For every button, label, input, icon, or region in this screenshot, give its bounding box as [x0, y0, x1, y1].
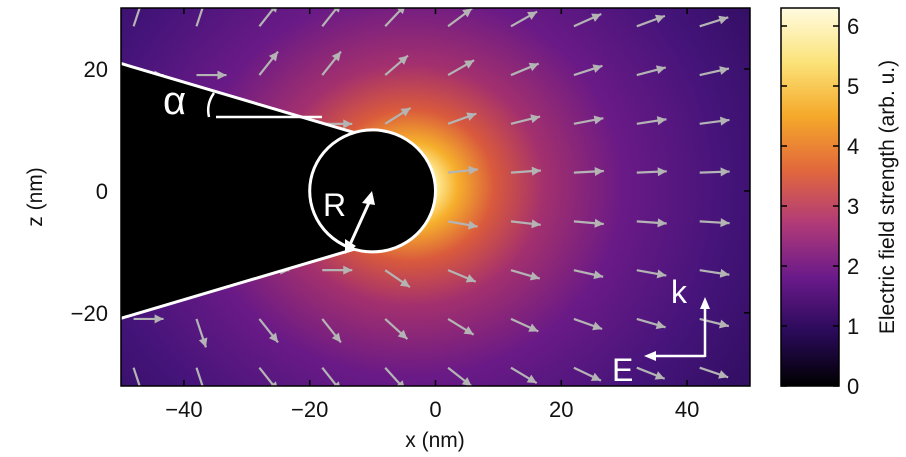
field-arrow [573, 13, 602, 28]
field-arrow [636, 269, 667, 279]
colorbar-label: Electric field strength (arb. u.) [876, 60, 899, 334]
field-arrow [258, 318, 279, 344]
field-arrow [573, 115, 604, 125]
field-arrow [636, 116, 667, 126]
field-arrow [384, 318, 409, 340]
colorbar-tick-label: 2 [847, 254, 859, 279]
field-arrow [573, 167, 604, 177]
field-arrow [321, 367, 340, 386]
field-arrow [447, 220, 478, 230]
field-arrow [573, 218, 604, 228]
k-e-vectors [644, 297, 710, 361]
field-arrow [447, 317, 475, 336]
field-arrow [258, 8, 277, 27]
tip-body [121, 63, 436, 319]
field-arrow [133, 314, 164, 324]
field-arrow [447, 165, 479, 175]
x-axis-label: x (nm) [405, 429, 465, 452]
field-arrow [510, 10, 538, 28]
k-vector-label: k [671, 274, 688, 310]
annotations: α R k E [163, 79, 710, 388]
field-arrow [447, 8, 473, 28]
field-arrow [196, 70, 227, 80]
y-tick-label: 0 [96, 179, 108, 204]
field-arrow [384, 366, 405, 386]
x-tick-label: −40 [165, 397, 202, 422]
field-arrow [699, 218, 730, 228]
field-arrow [636, 366, 666, 380]
field-arrow [384, 54, 409, 76]
tip-outline [121, 61, 438, 320]
field-arrow [636, 65, 667, 77]
colorbar-tick-label: 0 [847, 374, 859, 399]
field-arrow [699, 167, 730, 177]
field-arrow [573, 317, 603, 331]
field-arrow [573, 366, 602, 382]
field-arrow [636, 317, 666, 330]
y-axis-label: z (nm) [24, 167, 47, 227]
field-arrow [384, 269, 411, 289]
field-arrow [321, 8, 340, 27]
field-arrow [195, 8, 204, 27]
colorbar-ticks: 0 1 2 3 4 5 6 [781, 14, 859, 399]
field-arrow [699, 366, 729, 379]
field-arrow [447, 59, 475, 77]
field-arrow [510, 366, 538, 385]
x-tick-label: −20 [291, 397, 328, 422]
field-arrow [699, 15, 729, 28]
radius-label: R [323, 187, 346, 223]
field-arrow [195, 318, 208, 348]
field-arrow [699, 66, 730, 77]
colorbar-tick-label: 3 [847, 194, 859, 219]
x-axis-ticks: −40 −20 0 20 40 [165, 8, 699, 422]
y-tick-label: −20 [71, 301, 108, 326]
field-arrow [384, 106, 412, 125]
x-tick-label: 20 [549, 397, 573, 422]
field-arrow [195, 367, 204, 386]
colorbar-tick-label: 4 [847, 134, 859, 159]
field-arrow [573, 64, 603, 77]
y-axis-ticks: −20 0 20 [71, 57, 750, 326]
field-arrow [573, 269, 604, 280]
field-arrow [636, 218, 667, 228]
field-arrow [510, 166, 541, 176]
colorbar-gradient [780, 7, 840, 387]
field-arrow [258, 50, 279, 76]
field-arrow [636, 167, 667, 177]
field-arrow [447, 269, 477, 283]
alpha-label: α [163, 79, 186, 123]
field-arrow [699, 268, 730, 278]
colorbar-tick-label: 1 [847, 314, 859, 339]
field-arrow [510, 269, 541, 281]
e-vector-label: E [612, 352, 633, 388]
field-arrow [321, 50, 342, 76]
field-arrow [510, 62, 540, 77]
field-arrow [132, 8, 141, 27]
field-arrow [510, 114, 541, 125]
y-tick-label: 20 [84, 57, 108, 82]
radius-arrow [345, 191, 375, 254]
x-tick-label: 40 [675, 397, 699, 422]
field-arrow [510, 219, 541, 229]
field-arrow [699, 116, 730, 126]
tip-upper-edge [121, 61, 355, 135]
field-arrow [321, 318, 342, 344]
colorbar: 0 1 2 3 4 5 6 Electric field strength (arb. u.… [780, 7, 899, 399]
field-arrow [132, 367, 141, 386]
field-arrow [510, 317, 539, 333]
field-arrow [447, 112, 477, 125]
tip-apex-circle [308, 128, 438, 254]
heatmap [121, 8, 750, 386]
field-arrow [258, 367, 277, 386]
colorbar-tick-label: 6 [847, 14, 859, 39]
alpha-angle-bracket [206, 92, 216, 118]
tip-lower-edge [121, 247, 355, 320]
field-arrow [447, 366, 473, 386]
x-tick-label: 0 [429, 397, 441, 422]
colorbar-tick-label: 5 [847, 74, 859, 99]
field-arrow [636, 14, 666, 28]
field-arrow [322, 265, 353, 275]
